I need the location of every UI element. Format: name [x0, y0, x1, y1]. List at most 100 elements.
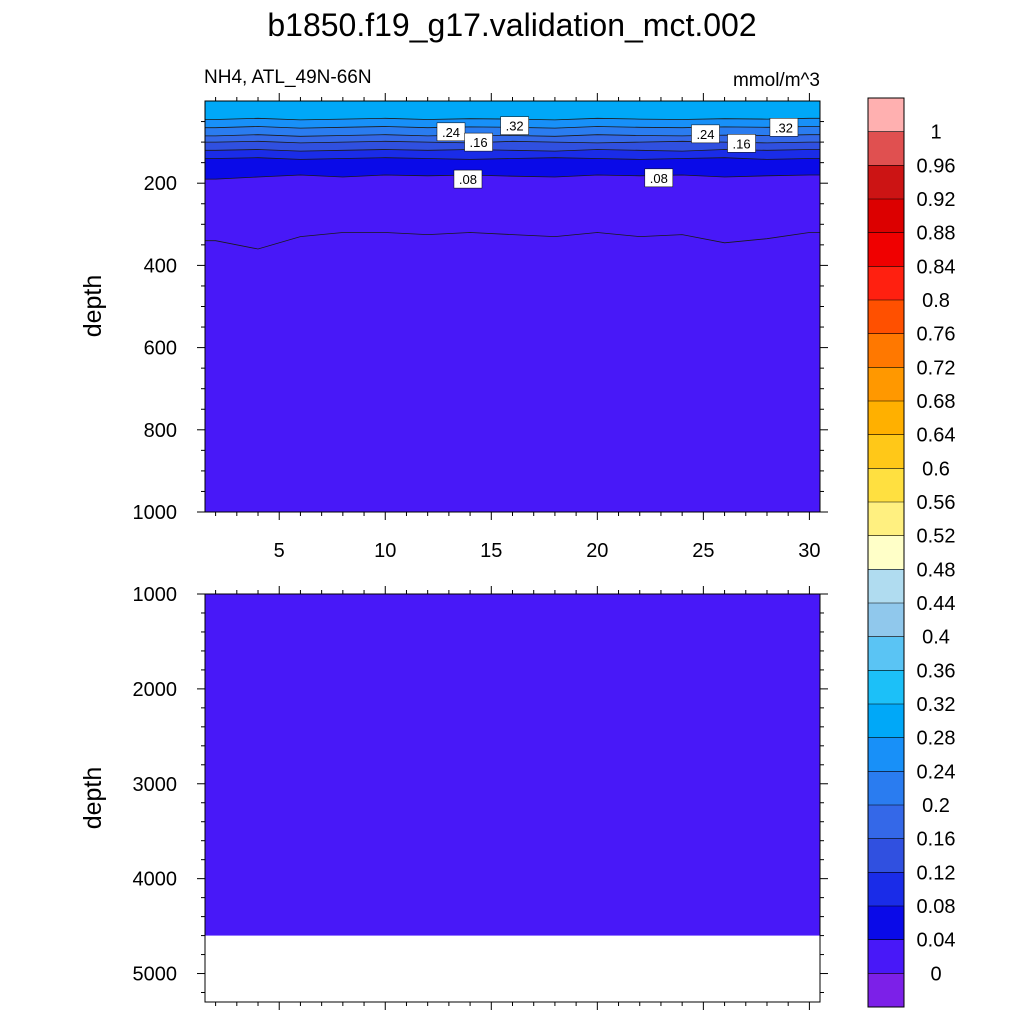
y-axis-label-lower: depth — [79, 767, 107, 830]
colorbar-swatch — [868, 502, 904, 537]
colorbar-swatch — [868, 165, 904, 200]
contour-label: .08 — [459, 172, 477, 187]
x-tick-label: 25 — [692, 540, 714, 562]
colorbar-swatch — [868, 805, 904, 840]
y-tick-label: 200 — [144, 173, 177, 195]
colorbar-swatch — [868, 434, 904, 469]
colorbar-label: 0.4 — [922, 627, 950, 649]
colorbar-label: 0.84 — [917, 256, 956, 278]
colorbar-swatch — [868, 367, 904, 402]
contour-label-box — [769, 118, 799, 137]
contour-label-box — [500, 116, 529, 135]
y-tick-label: 4000 — [133, 869, 178, 891]
y-tick-label: 1000 — [133, 584, 178, 606]
y-tick-label: 3000 — [133, 774, 178, 796]
colorbar-swatch — [868, 535, 904, 570]
colorbar-swatch — [868, 603, 904, 638]
contour-label-box — [464, 132, 493, 152]
colorbar-swatch — [868, 872, 904, 907]
colorbar-label: 0.2 — [922, 795, 950, 817]
colorbar-label: 0.04 — [917, 930, 956, 952]
contour-label-box — [436, 122, 466, 142]
colorbar-swatch — [868, 569, 904, 604]
contour-label: .24 — [696, 127, 714, 142]
contour-label: .32 — [775, 120, 793, 135]
colorbar-label: 0.72 — [917, 357, 956, 379]
colorbar-swatch — [868, 300, 904, 335]
x-tick-label: 5 — [274, 540, 285, 562]
colorbar-label: 0.28 — [917, 728, 956, 750]
x-tick-label: 20 — [586, 540, 608, 562]
colorbar-swatch — [868, 670, 904, 705]
colorbar-label: 0.32 — [917, 694, 956, 716]
contour-label: .16 — [732, 136, 750, 151]
colorbar-label: 0.16 — [917, 829, 956, 851]
contour-line — [205, 174, 820, 180]
y-tick-label: 400 — [144, 255, 177, 277]
x-tick-label: 30 — [798, 540, 820, 562]
colorbar-swatch — [868, 199, 904, 234]
y-tick-label: 600 — [144, 338, 177, 360]
contour-label-box — [727, 134, 756, 153]
colorbar-swatch — [868, 737, 904, 772]
contour-label-box — [453, 169, 483, 189]
colorbar-swatch — [868, 906, 904, 941]
colorbar-swatch — [868, 232, 904, 267]
lower-fill — [205, 594, 820, 936]
colorbar-label: 0.52 — [917, 526, 956, 548]
colorbar-swatch — [868, 939, 904, 974]
units-label: mmol/m^3 — [733, 70, 820, 91]
colorbar-swatch — [868, 131, 904, 166]
contour-label: .32 — [506, 119, 524, 134]
contour-label-box — [691, 124, 720, 144]
variable-label: NH4, ATL_49N-66N — [204, 67, 372, 88]
colorbar-swatch — [868, 266, 904, 301]
colorbar-label: 0.64 — [917, 425, 956, 447]
contour-label: .08 — [650, 171, 668, 186]
y-tick-label: 1000 — [133, 502, 178, 524]
colorbar-label: 0.76 — [917, 324, 956, 346]
colorbar-swatch — [868, 401, 904, 436]
colorbar-swatch — [868, 771, 904, 806]
y-tick-label: 2000 — [133, 679, 178, 701]
contour-label: .24 — [442, 125, 460, 140]
colorbar-swatch — [868, 468, 904, 503]
y-axis-label-upper: depth — [79, 275, 107, 338]
colorbar-label: 0.96 — [917, 155, 956, 177]
contour-label-box — [644, 168, 674, 188]
colorbar-label: 1 — [930, 122, 941, 144]
colorbar-label: 0.44 — [917, 593, 956, 615]
colorbar-label: 0.92 — [917, 189, 956, 211]
colorbar-label: 0.56 — [917, 492, 956, 514]
colorbar-label: 0.8 — [922, 290, 950, 312]
y-tick-label: 5000 — [133, 964, 178, 986]
colorbar-swatch — [868, 973, 904, 1008]
colorbar-label: 0.68 — [917, 391, 956, 413]
colorbar-swatch — [868, 98, 904, 133]
colorbar-label: 0.48 — [917, 559, 956, 581]
colorbar-label: 0.88 — [917, 223, 956, 245]
colorbar-label: 0.12 — [917, 862, 956, 884]
colorbar-frame — [867, 97, 905, 1008]
y-tick-label: 800 — [144, 420, 177, 442]
colorbar-label: 0.08 — [917, 896, 956, 918]
colorbar-label: 0.24 — [917, 761, 956, 783]
colorbar-label: 0.6 — [922, 458, 950, 480]
colorbar-swatch — [868, 838, 904, 873]
colorbar-swatch — [868, 333, 904, 368]
contour-line — [205, 232, 820, 250]
lower-panel: 1000 2000 3000 4000 5000 depth — [79, 584, 828, 1010]
x-tick-label: 10 — [374, 540, 396, 562]
contour-label: .16 — [470, 135, 488, 150]
colorbar: 1 0.96 0.92 0.88 0.84 0.8 0.76 0.72 0.68 0.64 0.6 0… — [867, 97, 956, 1008]
upper-panel: .24 .32 .16 .08 .08 .24 .16 .32 200 400 600 800 1000… — [79, 93, 828, 562]
colorbar-swatch — [868, 636, 904, 671]
chart-title: b1850.f19_g17.validation_mct.002 — [267, 7, 756, 43]
contour-line — [205, 157, 820, 160]
colorbar-label: 0 — [930, 963, 941, 985]
colorbar-swatch — [868, 704, 904, 739]
colorbar-label: 0.36 — [917, 660, 956, 682]
surface-band — [205, 101, 820, 114]
x-tick-label: 15 — [480, 540, 502, 562]
